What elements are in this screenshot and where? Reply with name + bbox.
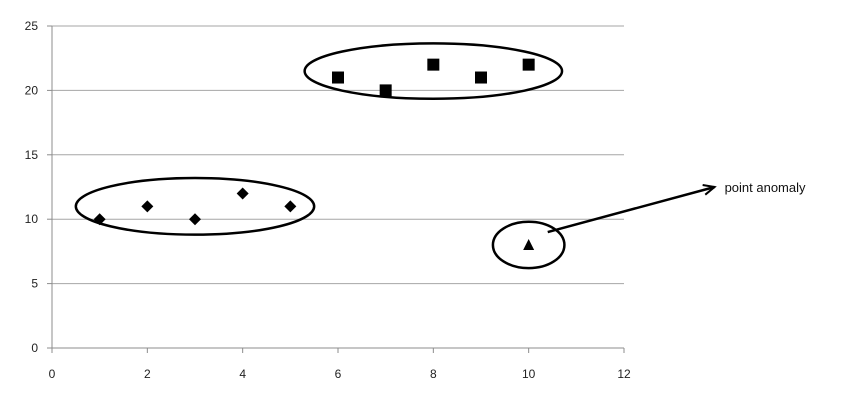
cluster-ellipse-1 bbox=[74, 176, 316, 236]
square-point-2 bbox=[379, 84, 392, 97]
x-tick-label-12: 12 bbox=[617, 367, 631, 381]
gridlines bbox=[52, 25, 624, 285]
square-point-1 bbox=[332, 71, 344, 84]
cluster-ellipse-3 bbox=[491, 220, 566, 270]
diamond-point-5 bbox=[284, 200, 297, 213]
annotations: point anomaly bbox=[547, 180, 806, 234]
x-tick-label-4: 4 bbox=[239, 367, 246, 381]
y-tick-label-0: 0 bbox=[31, 341, 38, 355]
triangle-point-1 bbox=[523, 238, 535, 250]
tick-labels: 0 5 10 15 20 25 0 2 4 6 8 10 12 bbox=[25, 19, 631, 381]
x-tick-label-0: 0 bbox=[49, 367, 56, 381]
x-tick-label-2: 2 bbox=[144, 367, 151, 381]
x-tick-label-6: 6 bbox=[335, 367, 342, 381]
square-point-5 bbox=[522, 58, 535, 71]
diamond-point-4 bbox=[236, 187, 249, 200]
x-tick-label-10: 10 bbox=[522, 367, 536, 381]
y-tick-label-25: 25 bbox=[25, 19, 39, 33]
annotation-arrow-1 bbox=[547, 187, 715, 234]
y-tick-label-20: 20 bbox=[25, 83, 39, 97]
annotation-label-1: point anomaly bbox=[725, 180, 806, 195]
diamond-point-1 bbox=[93, 213, 106, 226]
square-point-4 bbox=[475, 71, 487, 84]
cluster-ellipse-2 bbox=[303, 42, 564, 101]
y-tick-label-15: 15 bbox=[25, 148, 39, 162]
x-tick-label-8: 8 bbox=[430, 367, 437, 381]
axes bbox=[47, 25, 625, 353]
y-tick-label-5: 5 bbox=[31, 277, 38, 291]
y-tick-label-10: 10 bbox=[25, 212, 39, 226]
diamond-point-3 bbox=[189, 213, 201, 226]
data-points bbox=[93, 58, 535, 250]
diamond-point-2 bbox=[141, 200, 154, 213]
square-point-3 bbox=[427, 58, 440, 71]
cluster-ellipses bbox=[74, 42, 566, 270]
